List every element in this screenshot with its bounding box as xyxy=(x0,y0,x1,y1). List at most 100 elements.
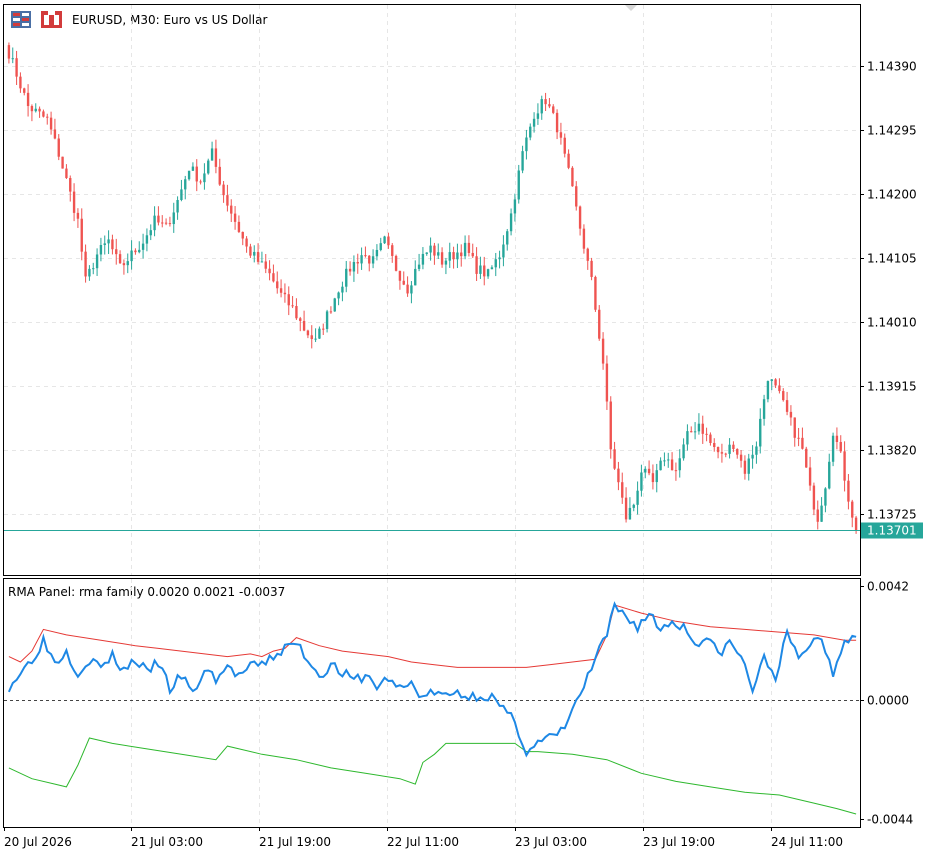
candle-body xyxy=(42,111,45,117)
candle-body xyxy=(126,261,129,266)
depth-of-market-icon[interactable] xyxy=(11,11,31,28)
candle-body xyxy=(463,242,467,257)
candle-body xyxy=(682,444,685,459)
candle-body xyxy=(839,441,842,452)
candle-body xyxy=(755,446,758,455)
candle-body xyxy=(774,379,777,386)
candle-body xyxy=(697,423,701,432)
candle-body xyxy=(57,138,60,157)
candle-body xyxy=(172,212,175,225)
candle-body xyxy=(498,257,501,260)
candle-body xyxy=(260,261,264,263)
candle-body xyxy=(766,381,770,400)
candle-body xyxy=(310,335,313,340)
candle-body xyxy=(138,249,141,253)
candle-body xyxy=(613,449,616,469)
candle-body xyxy=(797,437,800,439)
candle-body xyxy=(318,328,321,339)
candle-body xyxy=(88,268,91,277)
candle-body xyxy=(69,178,72,192)
candle-body xyxy=(352,262,356,272)
main-panel-frame xyxy=(3,4,861,576)
candle-body xyxy=(191,166,195,171)
candle-body xyxy=(716,447,720,453)
candle-body xyxy=(314,338,317,340)
lower-line xyxy=(8,737,857,815)
candle-body xyxy=(95,254,99,269)
candle-body xyxy=(299,318,302,321)
candle-body xyxy=(276,281,279,289)
price-tick-label: 1.14200 xyxy=(867,188,917,202)
candle-body xyxy=(26,92,30,107)
candle-body xyxy=(632,504,635,508)
indicator-panel-frame xyxy=(3,578,861,828)
candle-body xyxy=(739,454,743,461)
candle-body xyxy=(655,470,658,483)
candle-body xyxy=(180,189,183,201)
candle-body xyxy=(440,252,444,265)
indicator-axis: 0.0042 0.0000 -0.0044 xyxy=(860,580,913,827)
candle-body xyxy=(555,112,559,133)
candle-body xyxy=(210,148,214,161)
candle-body xyxy=(34,108,37,112)
candle-body xyxy=(161,222,164,224)
candle-body xyxy=(640,472,643,491)
time-tick-label: 24 Jul 11:00 xyxy=(771,835,843,849)
candle-body xyxy=(387,236,390,246)
candle-body xyxy=(92,268,95,270)
candle-body xyxy=(705,433,708,435)
candle-body xyxy=(99,245,103,255)
candle-body xyxy=(732,444,735,450)
candle-body xyxy=(425,252,428,254)
current-price-value: 1.13701 xyxy=(867,524,917,538)
time-tick-label: 21 Jul 03:00 xyxy=(131,835,203,849)
candle-body xyxy=(816,509,819,522)
candle-body xyxy=(452,252,455,260)
candle-body xyxy=(785,400,789,412)
candle-body xyxy=(552,106,555,113)
candle-body xyxy=(341,286,344,293)
candle-body xyxy=(391,245,394,256)
candle-body xyxy=(808,467,812,486)
shift-marker-icon[interactable] xyxy=(625,5,637,11)
candle-body xyxy=(414,268,417,286)
candle-body xyxy=(525,137,528,152)
candle-body xyxy=(80,218,83,252)
candle-body xyxy=(812,485,816,510)
candle-body xyxy=(203,173,206,183)
candle-body xyxy=(249,246,252,256)
candle-body xyxy=(693,431,697,433)
candle-body xyxy=(793,417,796,438)
candle-body xyxy=(736,449,739,455)
candle-body xyxy=(176,200,179,213)
candle-body xyxy=(601,338,605,364)
candle-body xyxy=(529,126,532,138)
candle-body xyxy=(130,250,133,262)
candle-body xyxy=(295,306,298,319)
candle-body xyxy=(164,222,168,224)
candle-body xyxy=(103,243,106,246)
candle-body xyxy=(122,263,126,266)
rma-line xyxy=(7,601,857,758)
candle-body xyxy=(329,311,333,313)
candle-body xyxy=(256,251,260,262)
time-axis: 20 Jul 2026 21 Jul 03:00 21 Jul 19:00 22 Ju… xyxy=(4,827,843,849)
candle-body xyxy=(605,363,609,402)
candle-body xyxy=(283,292,287,295)
candle-body xyxy=(19,76,22,89)
candle-body xyxy=(429,245,432,253)
candle-body xyxy=(540,99,543,114)
candle-body xyxy=(11,58,14,60)
candle-body xyxy=(762,399,766,419)
one-click-trading-icon[interactable] xyxy=(41,11,62,28)
candle-body xyxy=(621,482,624,498)
candle-body xyxy=(421,253,425,265)
candle-body xyxy=(253,251,256,256)
candle-body xyxy=(690,431,693,433)
current-price-badge: 1.13701 xyxy=(861,522,923,539)
candle-body xyxy=(241,231,244,239)
candle-body xyxy=(72,191,76,213)
candle-body xyxy=(187,170,191,180)
time-tick-label: 23 Jul 19:00 xyxy=(643,835,715,849)
